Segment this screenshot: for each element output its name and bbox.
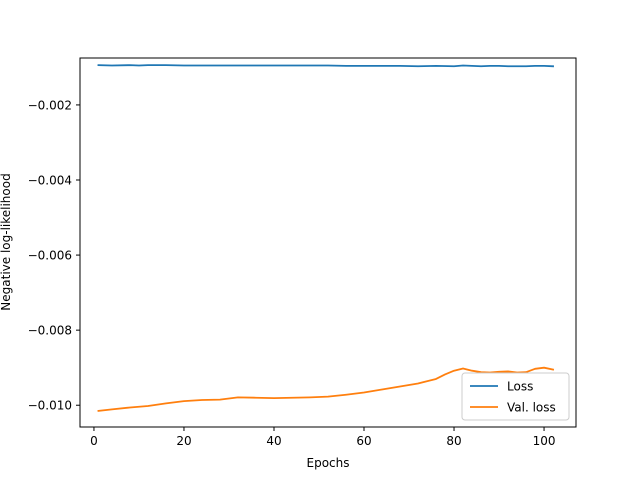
x-tick-label: 60 bbox=[356, 434, 371, 448]
x-axis-ticks: 0 20 40 60 80 100 bbox=[90, 427, 555, 448]
x-tick-label: 100 bbox=[533, 434, 556, 448]
legend-label-loss: Loss bbox=[507, 380, 533, 394]
series-layer bbox=[97, 64, 555, 412]
series-line-val-loss bbox=[97, 366, 555, 412]
y-tick-label: −0.008 bbox=[28, 324, 72, 338]
series-line-loss bbox=[97, 64, 554, 68]
x-tick-label: 0 bbox=[90, 434, 98, 448]
y-tick-label: −0.010 bbox=[28, 399, 72, 413]
legend-label-val-loss: Val. loss bbox=[507, 401, 556, 415]
y-axis-ticks: −0.010 −0.008 −0.006 −0.004 −0.002 bbox=[28, 98, 80, 413]
y-axis-label: Negative log-likelihood bbox=[0, 173, 13, 310]
x-tick-label: 80 bbox=[446, 434, 461, 448]
y-tick-label: −0.004 bbox=[28, 173, 72, 187]
x-tick-label: 40 bbox=[266, 434, 281, 448]
y-tick-label: −0.006 bbox=[28, 249, 72, 263]
legend: Loss Val. loss bbox=[461, 372, 570, 421]
x-tick-label: 20 bbox=[176, 434, 191, 448]
plot-frame bbox=[79, 57, 577, 428]
x-axis-label: Epochs bbox=[307, 456, 350, 470]
y-tick-label: −0.002 bbox=[28, 98, 72, 112]
legend-box bbox=[461, 372, 570, 421]
